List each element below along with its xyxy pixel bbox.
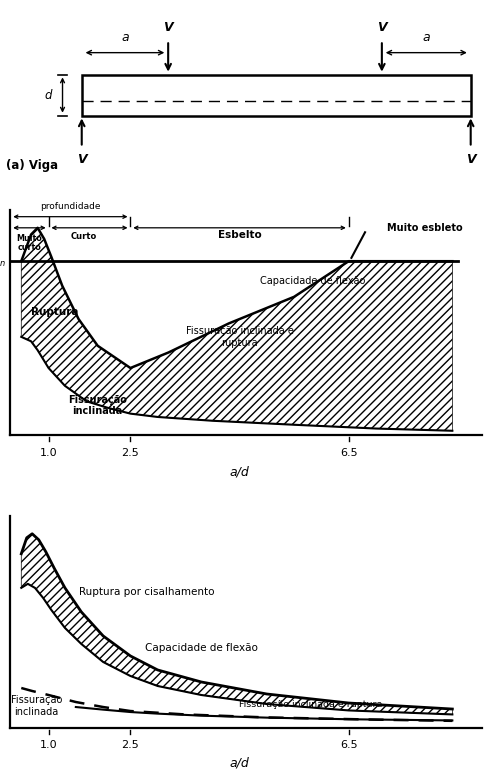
Text: Muito esbleto: Muito esbleto bbox=[387, 223, 463, 233]
Text: Fissuração
inclinada: Fissuração inclinada bbox=[68, 395, 127, 416]
Text: d: d bbox=[45, 88, 52, 102]
Text: V: V bbox=[163, 20, 173, 33]
Polygon shape bbox=[21, 534, 452, 715]
Text: a/d: a/d bbox=[230, 466, 249, 479]
Text: 2.5: 2.5 bbox=[122, 740, 139, 750]
Text: (a) Viga: (a) Viga bbox=[6, 158, 58, 171]
Text: 1.0: 1.0 bbox=[40, 448, 57, 458]
Text: Ruptura: Ruptura bbox=[31, 307, 78, 317]
Text: a/d: a/d bbox=[230, 756, 249, 769]
Text: Fissuração inclinada e
ruptura: Fissuração inclinada e ruptura bbox=[186, 326, 294, 348]
Text: V: V bbox=[77, 153, 87, 166]
Text: V: V bbox=[466, 153, 475, 166]
Text: Ruptura por cisalhamento: Ruptura por cisalhamento bbox=[79, 587, 215, 597]
Text: $M_n$: $M_n$ bbox=[0, 254, 6, 268]
Text: a: a bbox=[121, 32, 129, 44]
Text: 6.5: 6.5 bbox=[340, 448, 358, 458]
Text: V: V bbox=[377, 20, 387, 33]
Text: Muito
curto: Muito curto bbox=[17, 234, 42, 252]
Text: Esbelto: Esbelto bbox=[218, 230, 262, 240]
Text: Fissuração inclinada e ruptura: Fissuração inclinada e ruptura bbox=[239, 700, 382, 709]
Polygon shape bbox=[21, 228, 452, 431]
Text: Capacidade de flexão: Capacidade de flexão bbox=[145, 643, 258, 653]
Text: 2.5: 2.5 bbox=[122, 448, 139, 458]
Text: profundidade: profundidade bbox=[40, 202, 100, 211]
Text: Curto: Curto bbox=[71, 232, 97, 241]
Text: (b) Momentos na fissuração e ruptura: (b) Momentos na fissuração e ruptura bbox=[126, 535, 364, 545]
Text: Fissuração
inclinada: Fissuração inclinada bbox=[11, 695, 62, 716]
Text: a: a bbox=[422, 32, 430, 44]
Text: 1.0: 1.0 bbox=[40, 740, 57, 750]
Text: 6.5: 6.5 bbox=[340, 740, 358, 750]
Text: Capacidade de flexão: Capacidade de flexão bbox=[260, 275, 365, 286]
